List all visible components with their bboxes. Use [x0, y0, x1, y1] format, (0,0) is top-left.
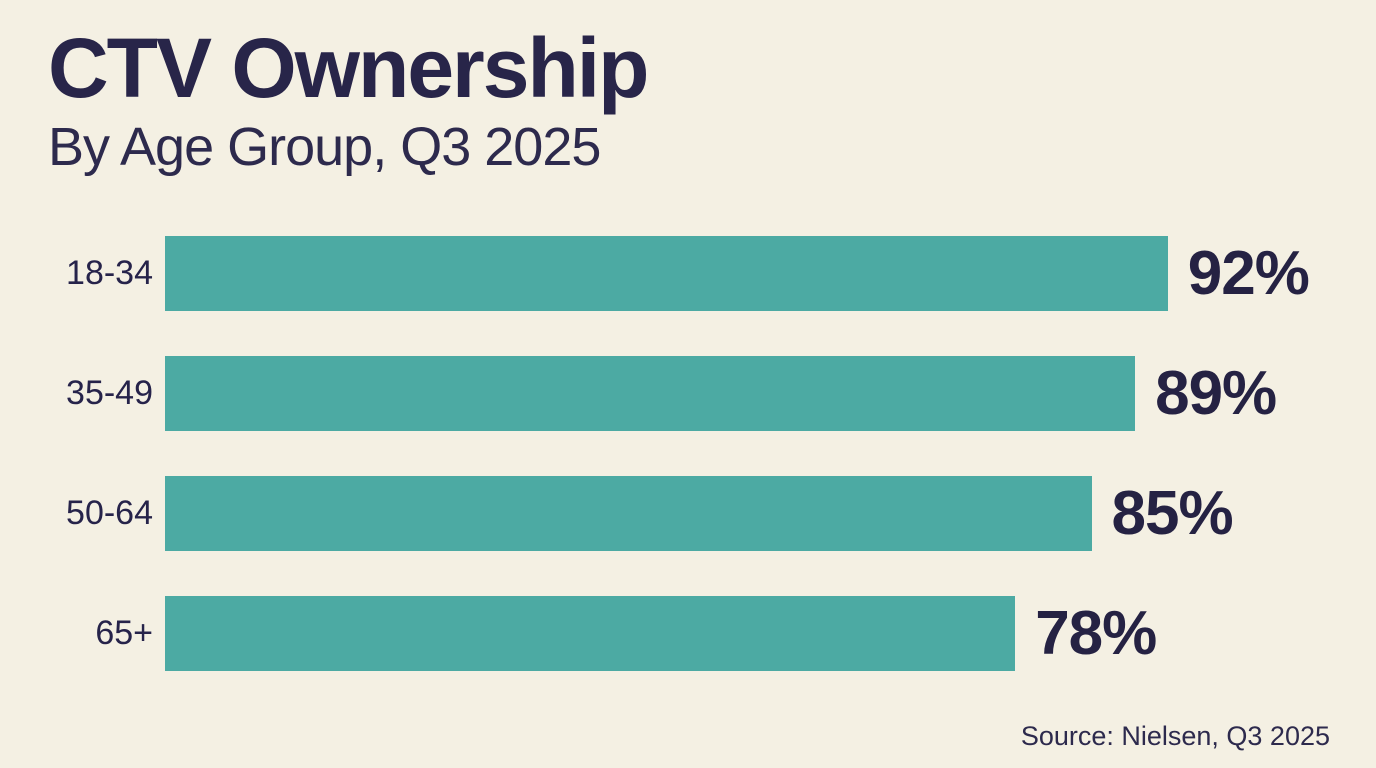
bar-chart: 18-34 92% 35-49 89% 50-64 85% 65+ 78% [0, 213, 1376, 693]
bar-row-35-49: 35-49 89% [0, 333, 1376, 453]
category-label: 18-34 [66, 253, 153, 292]
bar-18-34 [165, 235, 1168, 311]
category-label: 35-49 [66, 373, 153, 412]
value-label: 78% [1035, 598, 1157, 668]
chart-title: CTV Ownership [48, 21, 649, 115]
category-label: 65+ [95, 613, 153, 652]
bar-35-49 [165, 355, 1136, 431]
bar-track: 92% [165, 235, 1310, 311]
bar-row-18-34: 18-34 92% [0, 213, 1376, 333]
bar-track: 78% [165, 595, 1255, 671]
value-label: 85% [1111, 478, 1234, 548]
chart-header: CTV Ownership By Age Group, Q3 2025 [0, 0, 1376, 177]
category-label: 50-64 [66, 493, 153, 532]
chart-subtitle: By Age Group, Q3 2025 [48, 117, 601, 177]
value-label: 89% [1155, 358, 1277, 428]
bar-row-50-64: 50-64 85% [0, 453, 1376, 573]
bar-track: 89% [165, 355, 1277, 431]
bar-row-65-plus: 65+ 78% [0, 573, 1376, 693]
value-label: 92% [1187, 238, 1310, 308]
source-note: Source: Nielsen, Q3 2025 [1020, 721, 1330, 751]
bar-65-plus [165, 595, 1016, 671]
bar-50-64 [165, 475, 1092, 551]
bar-track: 85% [165, 475, 1255, 551]
